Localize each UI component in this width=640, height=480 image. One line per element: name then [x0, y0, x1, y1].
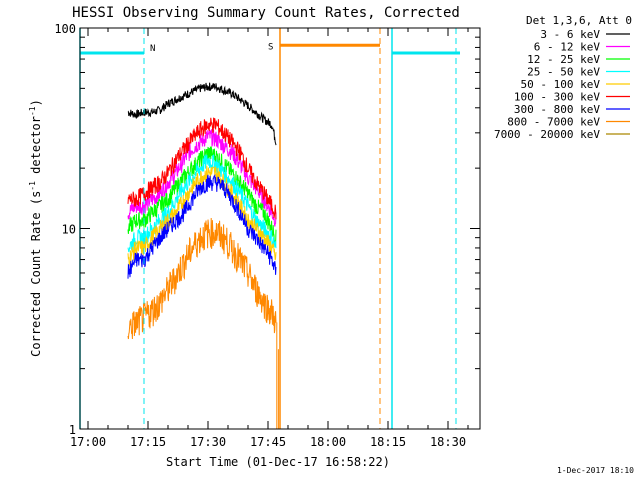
- x-axis: 17:00 17:15 17:30 17:45 18:00 18:15 18:30: [70, 28, 469, 449]
- legend-label: 800 - 7000 keV: [507, 116, 600, 129]
- series-line: [127, 217, 277, 340]
- x-tick-label: 18:15: [370, 435, 406, 449]
- legend-label: 12 - 25 keV: [527, 53, 600, 66]
- x-tick-label: 17:45: [250, 435, 286, 449]
- x-axis-label: Start Time (01-Dec-17 16:58:22): [166, 455, 390, 469]
- night-label: N: [150, 44, 155, 54]
- legend-label: 6 - 12 keV: [534, 41, 601, 54]
- series-line: [127, 146, 277, 246]
- saa-label: S: [268, 42, 273, 52]
- y-axis: 1 10 100: [54, 22, 480, 437]
- y-tick-label: 10: [62, 223, 76, 237]
- plot-data-layer: [127, 82, 279, 429]
- legend-label: 100 - 300 keV: [514, 91, 600, 104]
- series-line: [127, 129, 277, 227]
- y-tick-label: 1: [69, 423, 76, 437]
- chart-title: HESSI Observing Summary Count Rates, Cor…: [72, 5, 460, 21]
- legend-label: 25 - 50 keV: [527, 66, 600, 79]
- series-line: [127, 165, 277, 267]
- legend-label: 300 - 800 keV: [514, 103, 600, 116]
- x-tick-label: 17:30: [190, 435, 226, 449]
- y-axis-label: Corrected Count Rate (s-1 detector-1): [28, 99, 43, 357]
- series-line: [127, 173, 277, 279]
- x-tick-label: 17:15: [130, 435, 166, 449]
- legend-label: 7000 - 20000 keV: [494, 128, 600, 141]
- footer-date: 1-Dec-2017 18:10: [557, 466, 634, 475]
- x-tick-label: 18:30: [430, 435, 466, 449]
- legend-label: 3 - 6 keV: [540, 28, 600, 41]
- x-tick-label: 17:00: [70, 435, 106, 449]
- series-line: [127, 82, 277, 146]
- x-tick-label: 18:00: [310, 435, 346, 449]
- legend-header: Det 1,3,6, Att 0: [526, 14, 632, 27]
- series-line: [127, 117, 277, 220]
- legend-label: 50 - 100 keV: [521, 78, 601, 91]
- y-tick-label: 100: [54, 22, 76, 36]
